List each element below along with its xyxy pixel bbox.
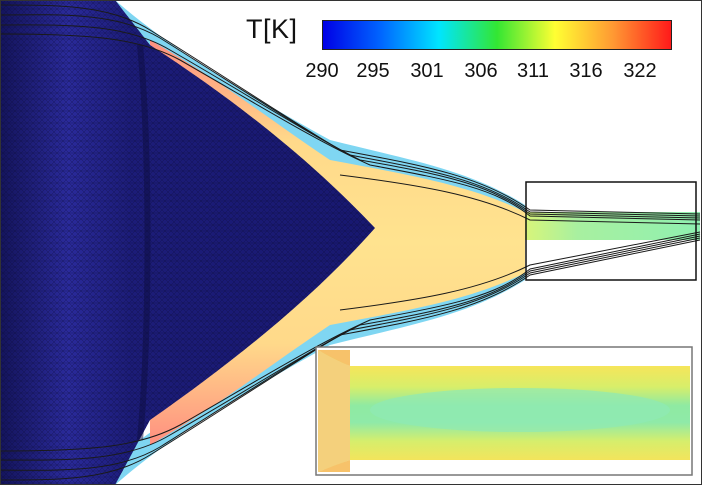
colorbar-title: T[K] — [246, 14, 298, 44]
colorbar-tick-label: 322 — [623, 60, 657, 82]
streamlines — [0, 4, 701, 481]
solid-mesh-cone — [0, 0, 375, 485]
colorbar-tick-label: 311 — [517, 60, 549, 82]
colorbar-tick-label: 301 — [410, 60, 444, 82]
outlet-highlight-box — [525, 181, 697, 281]
colorbar-tick-label: 306 — [464, 60, 498, 82]
colorbar-ticks: 290 295 301 306 311 316 322 — [0, 60, 702, 84]
temperature-colorbar — [322, 20, 672, 50]
colorbar-tick-label: 295 — [356, 60, 390, 82]
colorbar-tick-label: 316 — [569, 60, 603, 82]
outlet-zoom-inset — [315, 346, 693, 476]
colorbar-tick-label: 290 — [305, 60, 339, 82]
